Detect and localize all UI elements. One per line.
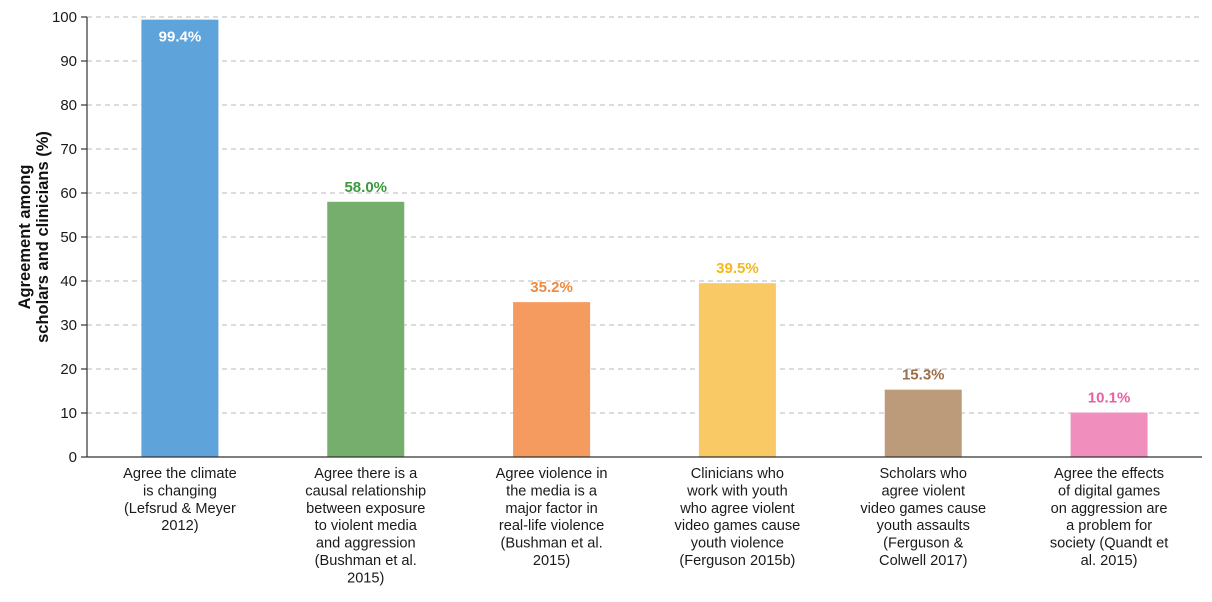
value-label-4: 39.5% — [716, 260, 759, 277]
category-label-line: 2015) — [347, 570, 384, 586]
category-label-line: 2012) — [161, 518, 198, 534]
y-tick-label-90: 90 — [60, 53, 77, 70]
category-label-1: Agree the climate is changing (Lefsrud & M… — [123, 466, 237, 534]
category-label-4: Clinicians who work with youth who agree v… — [675, 466, 801, 569]
category-label-line: al. 2015) — [1081, 553, 1138, 569]
category-label-line: society (Quandt et — [1050, 536, 1168, 552]
category-labels: Agree the climate is changing (Lefsrud & M… — [123, 466, 1168, 586]
category-label-line: 2015) — [533, 553, 570, 569]
category-label-line: Agree there is a — [314, 466, 418, 482]
value-label-3: 35.2% — [530, 279, 573, 296]
category-label-line: youth assaults — [877, 518, 970, 534]
bar-5 — [884, 389, 962, 457]
bar-3 — [513, 302, 591, 457]
value-label-2: 58.0% — [344, 179, 387, 196]
category-label-line: (Bushman et al. — [315, 553, 417, 569]
category-label-line: Agree violence in — [496, 466, 608, 482]
category-label-line: to violent media — [315, 518, 418, 534]
category-label-line: Agree the effects — [1054, 466, 1164, 482]
y-tick-label-70: 70 — [60, 141, 77, 158]
axes — [81, 16, 1202, 458]
category-label-line: causal relationship — [305, 483, 426, 499]
y-tick-label-30: 30 — [60, 317, 77, 334]
category-label-line: Colwell 2017) — [879, 553, 967, 569]
category-label-line: work with youth — [686, 483, 788, 499]
y-tick-labels: 0 10 20 30 40 50 60 70 80 90 100 — [52, 9, 77, 466]
category-label-line: (Ferguson 2015b) — [679, 553, 795, 569]
category-label-line: Agree the climate — [123, 466, 237, 482]
bar-6 — [1070, 412, 1148, 457]
category-label-line: Clinicians who — [691, 466, 784, 482]
category-label-line: is changing — [143, 483, 217, 499]
y-axis-title: Agreement amongscholars and clinicians (… — [16, 131, 52, 343]
category-label-line: Scholars who — [879, 466, 967, 482]
category-label-6: Agree the effects of digital games on aggr… — [1050, 466, 1168, 569]
category-label-line: youth violence — [691, 536, 784, 552]
value-labels: 99.4% 58.0% 35.2% 39.5% 15.3% 10.1% — [159, 29, 1131, 407]
y-tick-label-80: 80 — [60, 97, 77, 114]
bars — [141, 19, 1148, 457]
category-label-2: Agree there is a causal relationship betwe… — [305, 466, 426, 586]
bar-2 — [327, 201, 405, 457]
category-label-line: (Ferguson & — [883, 536, 964, 552]
category-label-line: real-life violence — [499, 518, 604, 534]
category-label-line: the media is a — [506, 483, 598, 499]
y-axis-title-text: Agreement amongscholars and clinicians (… — [16, 131, 52, 343]
category-label-line: (Bushman et al. — [500, 536, 602, 552]
value-label-6: 10.1% — [1088, 390, 1131, 407]
y-tick-label-60: 60 — [60, 185, 77, 202]
y-tick-label-40: 40 — [60, 273, 77, 290]
y-tick-label-0: 0 — [69, 449, 77, 466]
category-label-line: video games cause — [675, 518, 801, 534]
category-label-line: agree violent — [881, 483, 965, 499]
category-label-line: on aggression are — [1051, 501, 1168, 517]
category-label-line: who agree violent — [679, 501, 794, 517]
category-label-line: of digital games — [1058, 483, 1160, 499]
y-tick-label-10: 10 — [60, 405, 77, 422]
y-tick-label-50: 50 — [60, 229, 77, 246]
category-label-line: (Lefsrud & Meyer — [124, 501, 236, 517]
category-label-3: Agree violence in the media is a major fac… — [496, 466, 608, 569]
category-label-line: video games cause — [860, 501, 986, 517]
category-label-5: Scholars who agree violent video games cau… — [860, 466, 986, 569]
bar-1 — [141, 19, 219, 457]
category-label-line: a problem for — [1066, 518, 1152, 534]
y-tick-label-100: 100 — [52, 9, 77, 26]
category-label-line: and aggression — [316, 536, 416, 552]
value-label-1: 99.4% — [159, 29, 202, 46]
bar-4 — [698, 283, 776, 457]
y-tick-label-20: 20 — [60, 361, 77, 378]
category-label-line: between exposure — [306, 501, 425, 517]
value-label-5: 15.3% — [902, 367, 945, 384]
grid-lines — [87, 16, 1202, 414]
y-axis-title-line: scholars and clinicians (%) — [34, 131, 52, 343]
category-label-line: major factor in — [505, 501, 597, 517]
y-axis-title-line: Agreement among — [16, 165, 34, 310]
